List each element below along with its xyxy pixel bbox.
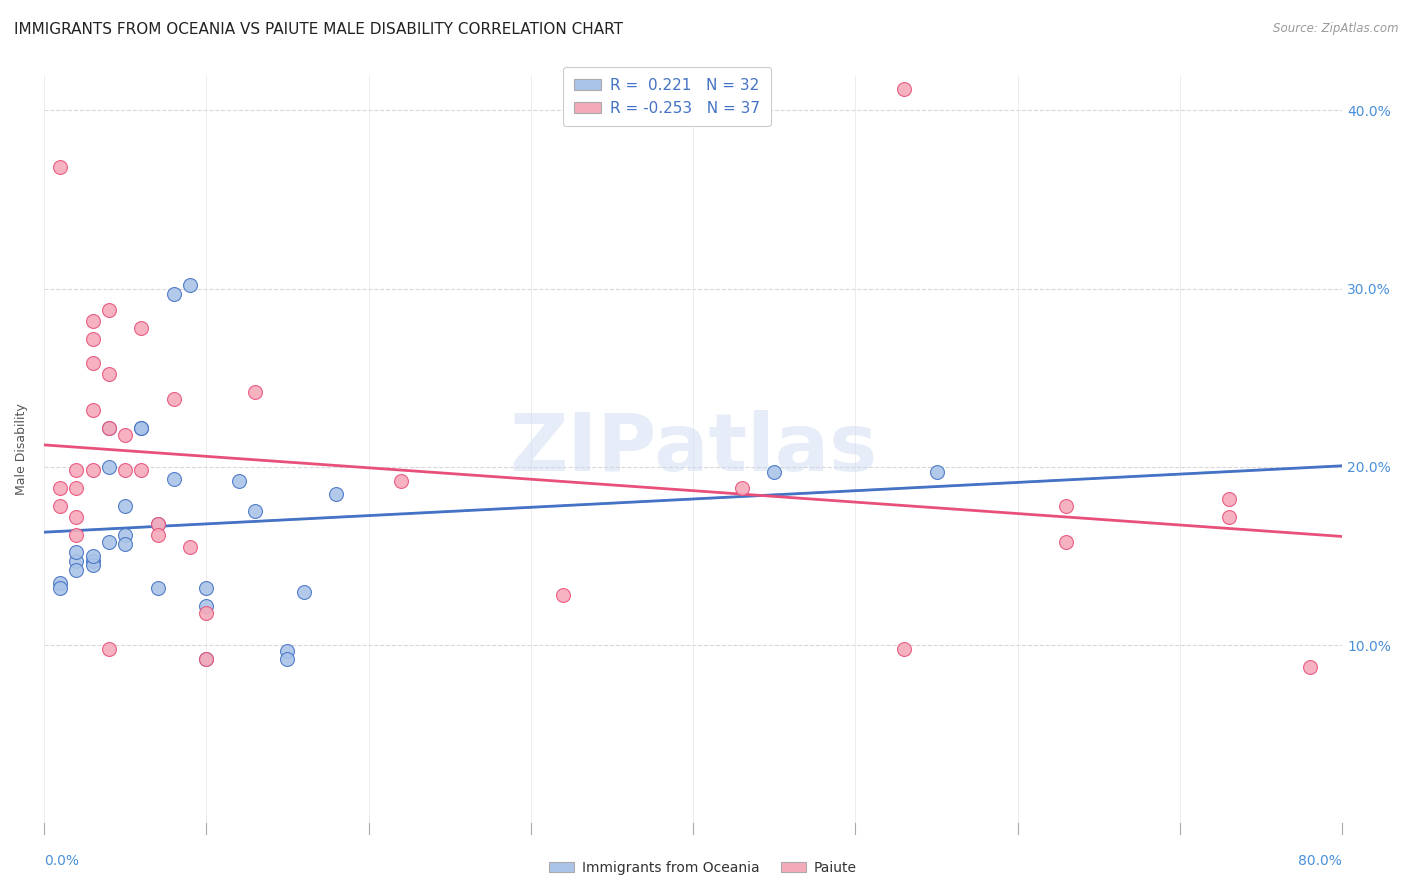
Point — [49, 575, 72, 590]
Point — [163, 472, 186, 486]
Point — [195, 652, 218, 666]
Point — [82, 331, 104, 345]
Point — [1054, 534, 1077, 549]
Point — [243, 504, 266, 518]
Point — [195, 652, 218, 666]
Point — [1054, 499, 1077, 513]
Point — [163, 392, 186, 406]
Point — [195, 606, 218, 620]
Point — [114, 463, 136, 477]
Point — [97, 420, 120, 434]
Point — [49, 581, 72, 595]
Point — [893, 82, 915, 96]
Point — [131, 420, 153, 434]
Point — [292, 584, 315, 599]
Point — [243, 384, 266, 399]
Point — [1218, 509, 1240, 524]
Point — [1218, 491, 1240, 506]
Point — [553, 588, 575, 602]
Legend: R =  0.221   N = 32, R = -0.253   N = 37: R = 0.221 N = 32, R = -0.253 N = 37 — [564, 67, 770, 127]
Point — [276, 643, 298, 657]
Point — [114, 536, 136, 550]
Point — [82, 463, 104, 477]
Point — [97, 420, 120, 434]
Text: 80.0%: 80.0% — [1298, 854, 1343, 868]
Point — [131, 420, 153, 434]
Point — [82, 356, 104, 370]
Point — [763, 465, 786, 479]
Point — [82, 313, 104, 327]
Point — [146, 581, 169, 595]
Text: Source: ZipAtlas.com: Source: ZipAtlas.com — [1274, 22, 1399, 36]
Point — [97, 459, 120, 474]
Point — [325, 486, 347, 500]
Point — [49, 481, 72, 495]
Point — [146, 516, 169, 531]
Point — [114, 527, 136, 541]
Legend: Immigrants from Oceania, Paiute: Immigrants from Oceania, Paiute — [543, 855, 863, 880]
Point — [82, 402, 104, 417]
Text: 0.0%: 0.0% — [44, 854, 79, 868]
Point — [114, 427, 136, 442]
Point — [65, 509, 87, 524]
Point — [228, 474, 250, 488]
Point — [146, 527, 169, 541]
Point — [65, 463, 87, 477]
Text: IMMIGRANTS FROM OCEANIA VS PAIUTE MALE DISABILITY CORRELATION CHART: IMMIGRANTS FROM OCEANIA VS PAIUTE MALE D… — [14, 22, 623, 37]
Point — [49, 499, 72, 513]
Point — [97, 534, 120, 549]
Point — [65, 563, 87, 577]
Point — [195, 581, 218, 595]
Point — [65, 527, 87, 541]
Point — [146, 516, 169, 531]
Point — [195, 599, 218, 613]
Point — [179, 278, 201, 293]
Point — [82, 558, 104, 572]
Point — [49, 161, 72, 175]
Point — [65, 481, 87, 495]
Point — [97, 303, 120, 318]
Point — [163, 287, 186, 301]
Point — [179, 540, 201, 554]
Point — [97, 367, 120, 381]
Point — [65, 545, 87, 559]
Point — [82, 549, 104, 563]
Point — [731, 481, 754, 495]
Point — [97, 641, 120, 656]
Point — [82, 554, 104, 568]
Point — [276, 652, 298, 666]
Point — [65, 554, 87, 568]
Point — [893, 641, 915, 656]
Text: ZIPatlas: ZIPatlas — [509, 410, 877, 488]
Point — [925, 465, 948, 479]
Point — [131, 463, 153, 477]
Point — [114, 499, 136, 513]
Point — [1299, 659, 1322, 673]
Y-axis label: Male Disability: Male Disability — [15, 403, 28, 495]
Point — [131, 320, 153, 334]
Point — [389, 474, 412, 488]
